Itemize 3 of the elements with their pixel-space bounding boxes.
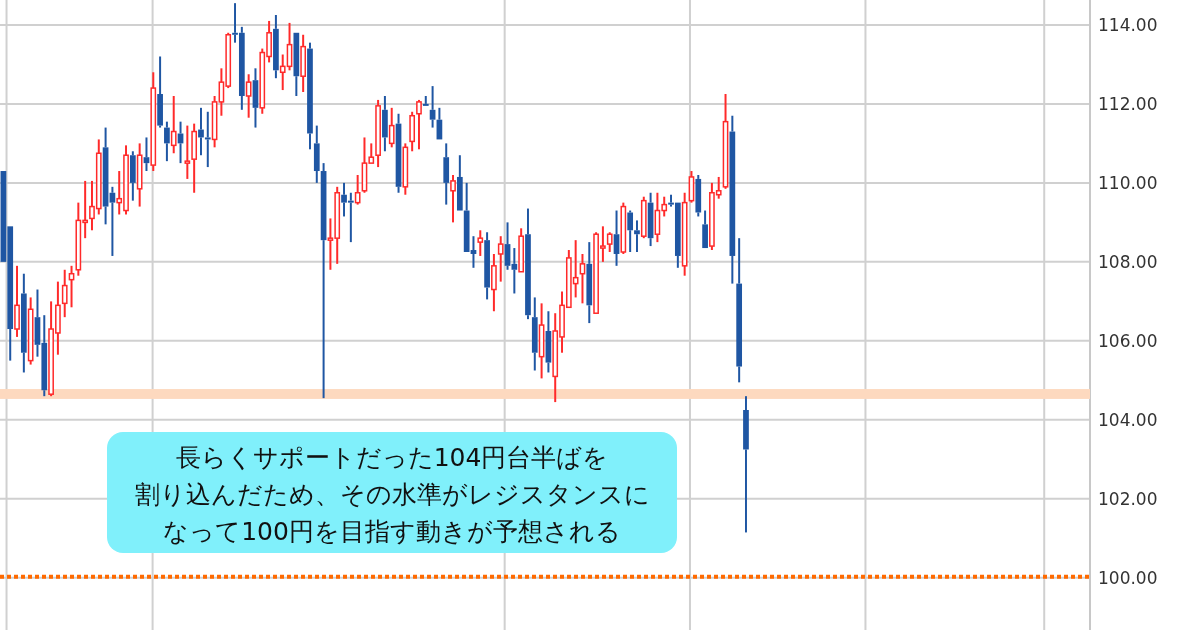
annotation: 長らくサポートだった104円台半ばを xyxy=(175,443,609,472)
annotation: 割り込んだため、その水準がレジスタンスに xyxy=(134,480,650,509)
annotation: なって100円を目指す動きが予想される xyxy=(163,517,621,546)
